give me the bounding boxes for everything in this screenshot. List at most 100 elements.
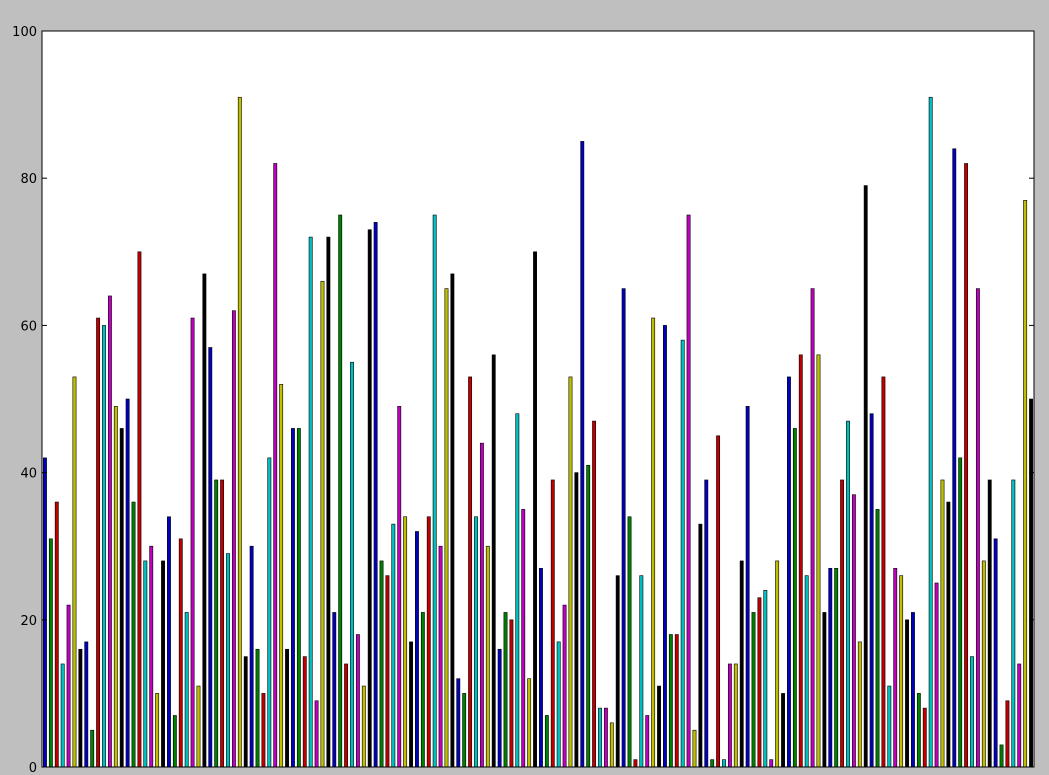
bar: [131, 501, 136, 768]
bar: [781, 693, 785, 768]
bar: [550, 479, 555, 768]
bar: [668, 634, 673, 768]
bar: [178, 538, 183, 768]
bar: [993, 538, 998, 768]
bar: [922, 707, 927, 768]
bar: [149, 545, 154, 768]
bar: [308, 236, 313, 768]
bar: [710, 759, 715, 768]
bar: [90, 729, 95, 768]
bar: [161, 560, 165, 768]
bar: [934, 582, 939, 768]
bar: [155, 693, 160, 768]
bar: [1011, 479, 1016, 768]
bar: [598, 707, 602, 768]
bar: [208, 347, 213, 768]
bar: [875, 509, 880, 768]
bar: [261, 693, 266, 768]
bar: [403, 516, 408, 768]
bar: [332, 612, 337, 768]
bar: [43, 457, 47, 768]
bar: [574, 472, 579, 768]
bar: [556, 641, 561, 768]
bar: [686, 214, 691, 768]
bar: [438, 545, 443, 768]
bar: [302, 656, 307, 768]
bar: [291, 428, 295, 768]
bar: [420, 612, 425, 768]
bar: [627, 516, 632, 768]
bar: [48, 538, 53, 768]
bar: [999, 744, 1004, 768]
bar: [338, 214, 343, 768]
bar: [66, 604, 71, 768]
bar: [397, 406, 402, 768]
bar: [474, 516, 478, 768]
bar: [887, 685, 892, 768]
bar: [798, 354, 803, 768]
bar: [509, 619, 514, 768]
bar: [60, 663, 65, 768]
bar: [249, 545, 254, 768]
bar: [220, 479, 225, 768]
bar: [119, 428, 124, 768]
bar: [1023, 199, 1028, 768]
bar: [415, 531, 419, 768]
bar: [698, 523, 703, 768]
bar: [763, 590, 768, 768]
bar: [727, 663, 732, 768]
bar: [757, 597, 762, 768]
bar: [479, 442, 484, 768]
bar: [468, 376, 473, 768]
bar: [78, 648, 83, 768]
bar: [621, 288, 626, 768]
bar: [828, 567, 833, 768]
bar: [167, 516, 171, 768]
bar: [657, 685, 661, 768]
bar: [881, 376, 886, 768]
y-tick-label: 60: [20, 319, 37, 334]
bar: [745, 406, 750, 768]
bar: [285, 648, 289, 768]
bar: [214, 479, 219, 768]
bar: [279, 383, 284, 768]
bar: [916, 693, 921, 768]
bar: [769, 759, 774, 768]
bar: [928, 96, 933, 768]
bar: [651, 317, 656, 768]
bar: [125, 398, 130, 768]
bar: [857, 641, 862, 768]
bar: [355, 634, 360, 768]
bar: [609, 722, 614, 768]
bar: [237, 96, 242, 768]
bar: [975, 288, 980, 768]
bar: [586, 464, 591, 768]
bar: [243, 656, 248, 768]
bar: [680, 339, 685, 768]
bar: [344, 663, 349, 768]
bar: [137, 251, 142, 768]
bar: [704, 479, 709, 768]
plot-area: [42, 31, 1034, 767]
bar: [899, 575, 904, 768]
bar: [72, 376, 77, 768]
bar: [775, 560, 780, 768]
bar: [639, 575, 644, 768]
bar: [385, 575, 390, 768]
bar: [946, 501, 951, 768]
bar: [521, 509, 526, 768]
bar: [96, 317, 101, 768]
y-tick-label: 40: [20, 467, 37, 482]
bar: [987, 479, 992, 768]
bar: [1005, 700, 1010, 768]
bar: [515, 413, 520, 768]
bar: [1029, 398, 1033, 768]
bar: [751, 612, 756, 768]
bar: [84, 641, 89, 768]
bar: [54, 501, 59, 768]
bar: [367, 229, 372, 768]
bar: [674, 634, 679, 768]
bar: [869, 413, 874, 768]
bar: [113, 406, 118, 768]
bar: [491, 354, 496, 768]
